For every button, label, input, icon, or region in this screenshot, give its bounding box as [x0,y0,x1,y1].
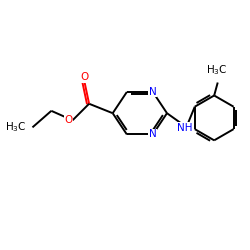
Text: O: O [80,72,88,82]
Text: N: N [149,87,157,97]
Text: NH: NH [177,123,192,133]
Text: O: O [64,115,72,125]
Text: N: N [149,130,157,140]
Text: H$_3$C: H$_3$C [5,120,26,134]
Text: H$_3$C: H$_3$C [206,64,227,77]
